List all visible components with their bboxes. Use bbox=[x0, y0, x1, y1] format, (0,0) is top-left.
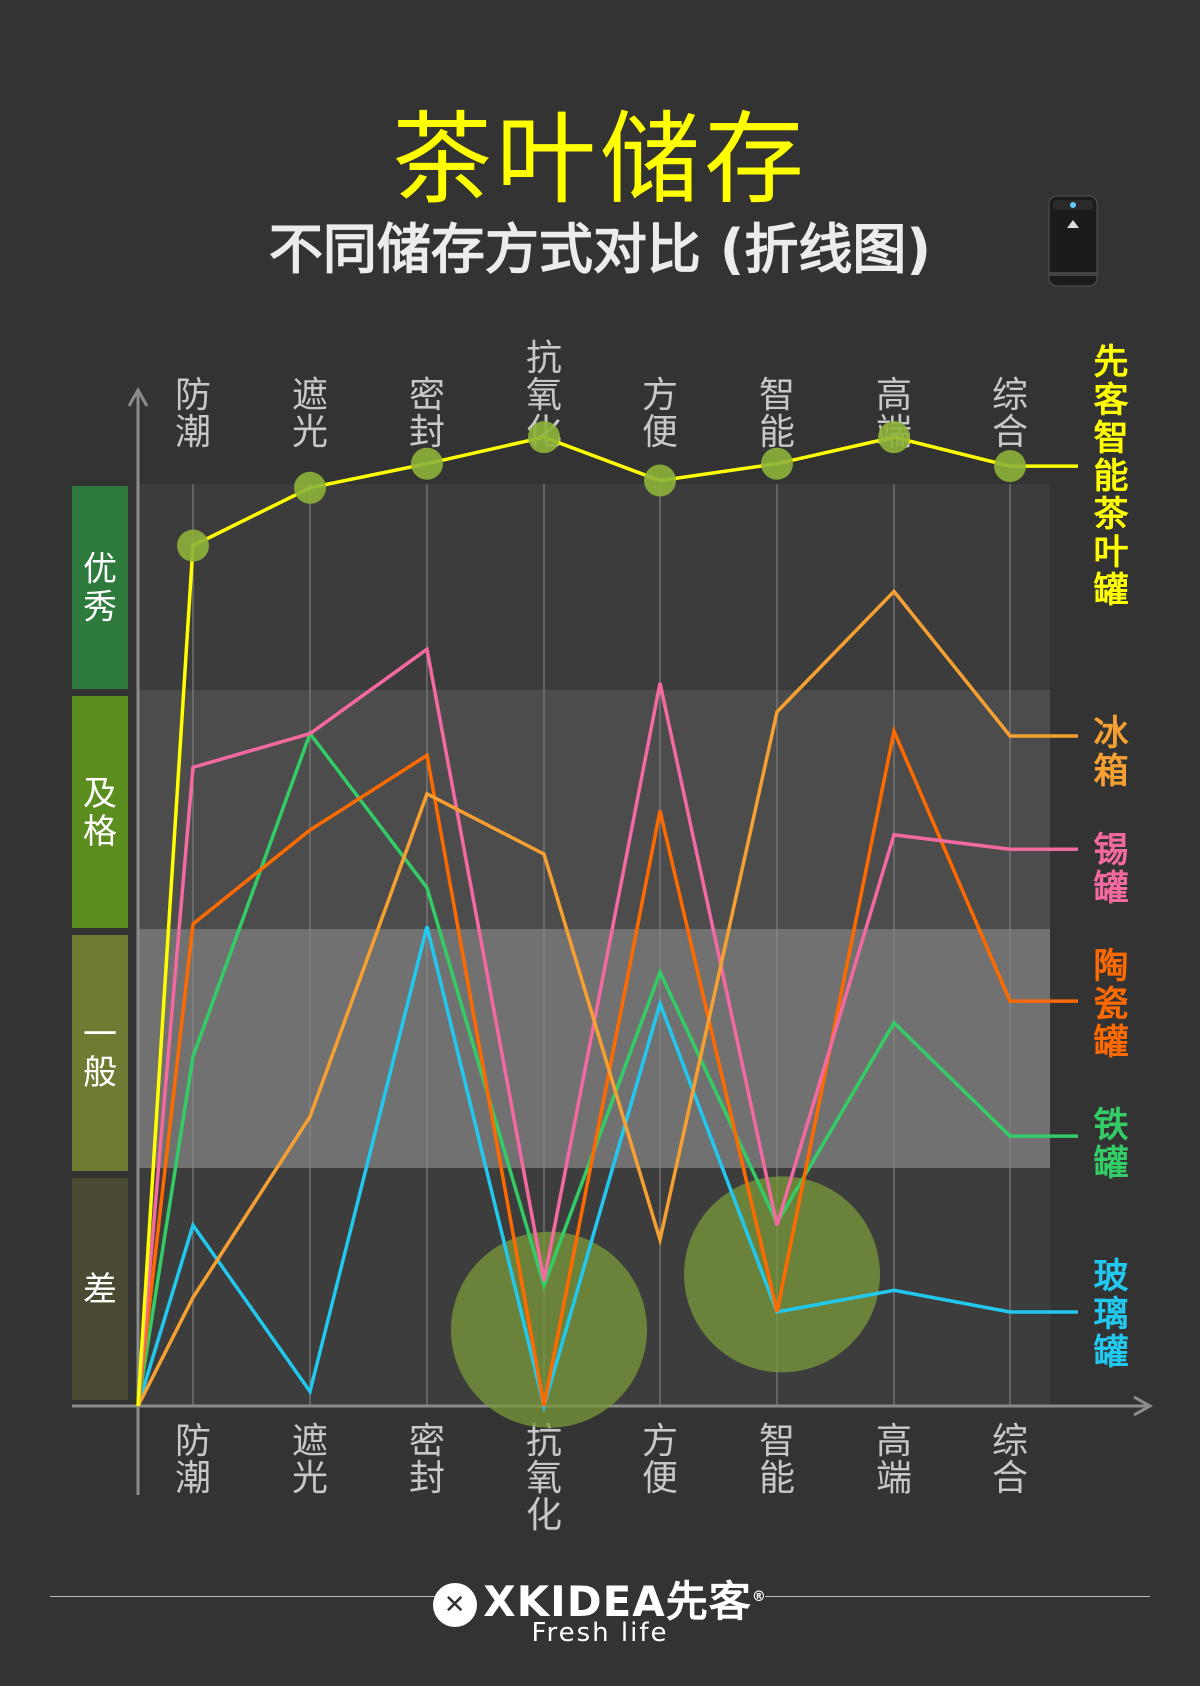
level-block bbox=[72, 486, 128, 689]
level-label: 差 bbox=[83, 1270, 117, 1310]
category-label-bottom: 密封 bbox=[409, 1421, 445, 1499]
brand-logo: ✕ XKIDEA先客® bbox=[0, 1568, 1200, 1629]
category-label-bottom: 方便 bbox=[642, 1421, 678, 1499]
data-point bbox=[411, 447, 443, 480]
series-line bbox=[136, 725, 1078, 1407]
legend-label: 冰箱 bbox=[1093, 714, 1129, 792]
highlight-circle bbox=[684, 1176, 880, 1373]
series-line bbox=[136, 646, 1078, 1407]
page-subtitle: 不同储存方式对比 (折线图) bbox=[268, 218, 932, 281]
level-block bbox=[72, 935, 128, 1171]
data-point bbox=[644, 464, 676, 497]
brand-name: XKIDEA先客 bbox=[483, 1577, 752, 1626]
category-label-bottom: 智能 bbox=[759, 1421, 795, 1499]
data-point bbox=[528, 421, 560, 454]
data-point bbox=[878, 421, 910, 454]
legend-label: 铁罐 bbox=[1093, 1106, 1128, 1184]
category-label-top: 智能 bbox=[759, 375, 795, 453]
category-label-top: 方便 bbox=[642, 375, 678, 453]
level-block bbox=[72, 1178, 128, 1400]
series-line bbox=[136, 588, 1078, 1407]
page-title: 茶叶储存 bbox=[392, 101, 808, 218]
category-label-bottom: 防潮 bbox=[175, 1421, 211, 1499]
tea-canister-image bbox=[1048, 195, 1098, 287]
series-line bbox=[136, 729, 1078, 1407]
highlight-circle bbox=[451, 1231, 647, 1428]
registered-mark: ® bbox=[751, 1589, 767, 1605]
level-band bbox=[138, 929, 1050, 1168]
x-axis-arrow bbox=[1133, 1395, 1154, 1417]
level-label: 优秀 bbox=[83, 550, 117, 628]
line-chart: 优秀及格一般差防潮防潮遮光遮光密封密封抗氧化抗氧化方便方便智能智能高端高端综合综… bbox=[72, 338, 1154, 1536]
category-label-top: 防潮 bbox=[175, 375, 211, 453]
category-label-top: 综合 bbox=[992, 375, 1028, 453]
level-label: 及格 bbox=[83, 774, 117, 852]
data-point bbox=[294, 471, 326, 504]
legend-label: 先客智能茶叶罐 bbox=[1093, 343, 1129, 611]
category-label-top: 密封 bbox=[409, 375, 445, 453]
data-point bbox=[761, 447, 793, 480]
brand-tagline: Fresh life bbox=[531, 1618, 669, 1648]
brand-mark-icon: ✕ bbox=[433, 1582, 478, 1627]
y-axis-arrow bbox=[127, 386, 149, 407]
footer-divider-left bbox=[50, 1596, 435, 1597]
category-label-top: 遮光 bbox=[292, 375, 328, 453]
data-point bbox=[177, 529, 209, 562]
level-label: 一般 bbox=[83, 1015, 117, 1093]
legend-label: 陶瓷罐 bbox=[1093, 947, 1128, 1063]
legend-label: 锡罐 bbox=[1093, 831, 1128, 909]
category-label-bottom: 综合 bbox=[992, 1421, 1028, 1499]
legend-label: 玻璃罐 bbox=[1093, 1257, 1128, 1373]
footer-divider-right bbox=[765, 1596, 1150, 1597]
data-point bbox=[994, 450, 1026, 483]
category-label-bottom: 遮光 bbox=[292, 1421, 328, 1499]
level-band bbox=[138, 690, 1050, 929]
level-band bbox=[138, 484, 1050, 690]
category-label-bottom: 抗氧化 bbox=[526, 1421, 562, 1536]
series-line bbox=[136, 435, 1078, 1407]
level-block bbox=[72, 696, 128, 928]
series-line bbox=[136, 925, 1078, 1413]
category-label-bottom: 高端 bbox=[876, 1421, 912, 1499]
